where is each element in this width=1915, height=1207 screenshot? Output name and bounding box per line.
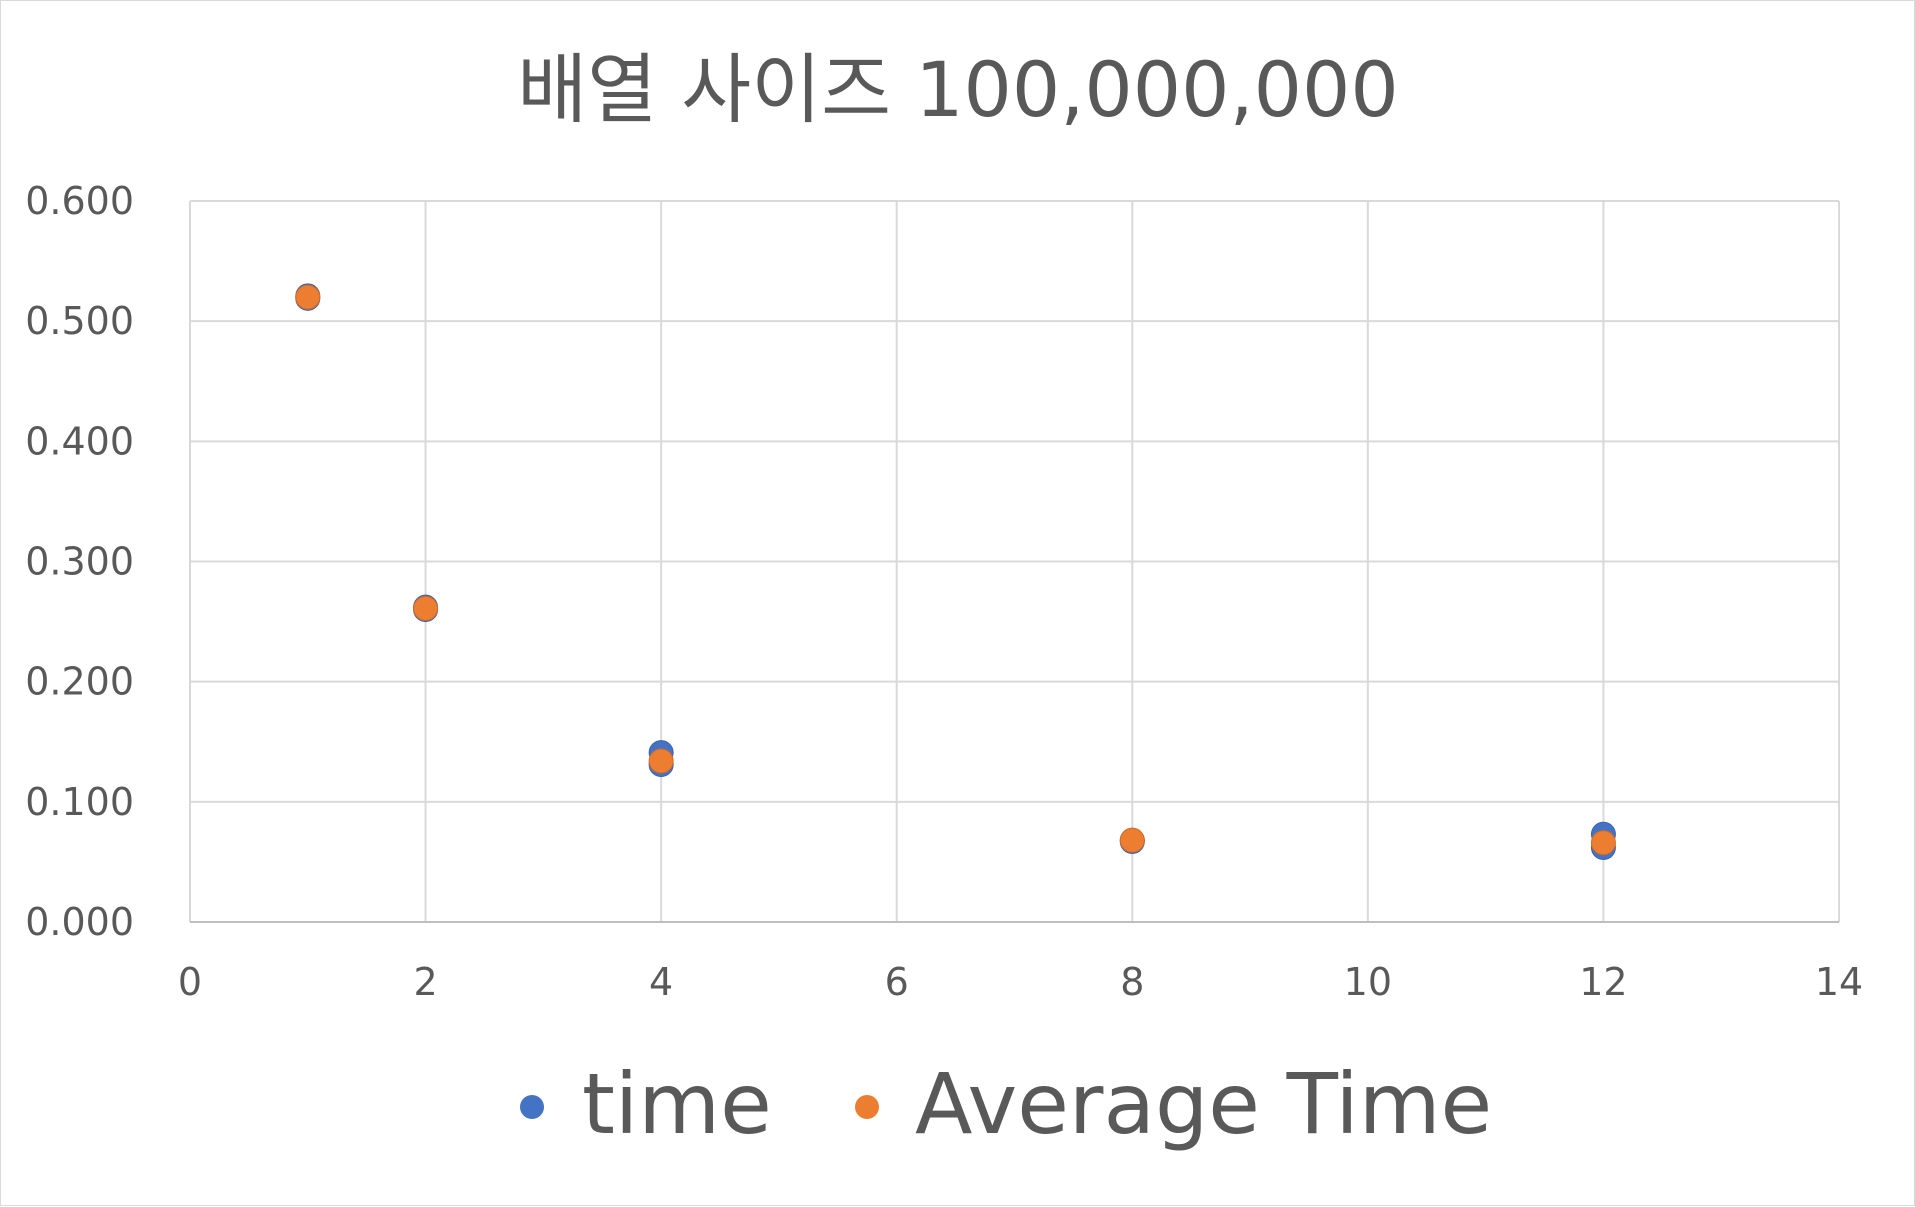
y-axis-ticks: 0.000 0.100 0.200 0.300 0.400 0.500 0.600 <box>25 179 134 944</box>
x-tick-label: 2 <box>413 960 437 1004</box>
x-tick-label: 6 <box>885 960 909 1004</box>
x-tick-label: 10 <box>1344 960 1392 1004</box>
y-tick-label: 0.200 <box>25 660 134 704</box>
x-tick-label: 4 <box>649 960 673 1004</box>
data-markers <box>295 283 1616 860</box>
legend-marker <box>520 1095 544 1119</box>
legend-label: time <box>582 1055 772 1153</box>
legend-marker <box>855 1095 879 1119</box>
y-tick-label: 0.000 <box>25 900 134 944</box>
x-tick-label: 0 <box>178 960 202 1004</box>
data-point <box>648 748 674 774</box>
data-point <box>1590 830 1616 856</box>
data-point <box>1119 827 1145 853</box>
y-tick-label: 0.100 <box>25 780 134 824</box>
grid <box>189 200 1840 923</box>
y-tick-label: 0.300 <box>25 540 134 584</box>
y-tick-label: 0.600 <box>25 179 134 223</box>
legend-label: Average Time <box>915 1055 1492 1153</box>
x-tick-label: 8 <box>1120 960 1144 1004</box>
y-tick-label: 0.500 <box>25 299 134 343</box>
chart-title: 배열 사이즈 100,000,000 <box>517 45 1398 134</box>
x-tick-label: 14 <box>1815 960 1863 1004</box>
x-tick-label: 12 <box>1579 960 1627 1004</box>
data-point <box>295 284 321 310</box>
y-tick-label: 0.400 <box>25 419 134 463</box>
x-axis-ticks: 0 2 4 6 8 10 12 14 <box>178 960 1863 1004</box>
data-point <box>413 595 439 621</box>
legend: time Average Time <box>520 1055 1492 1153</box>
